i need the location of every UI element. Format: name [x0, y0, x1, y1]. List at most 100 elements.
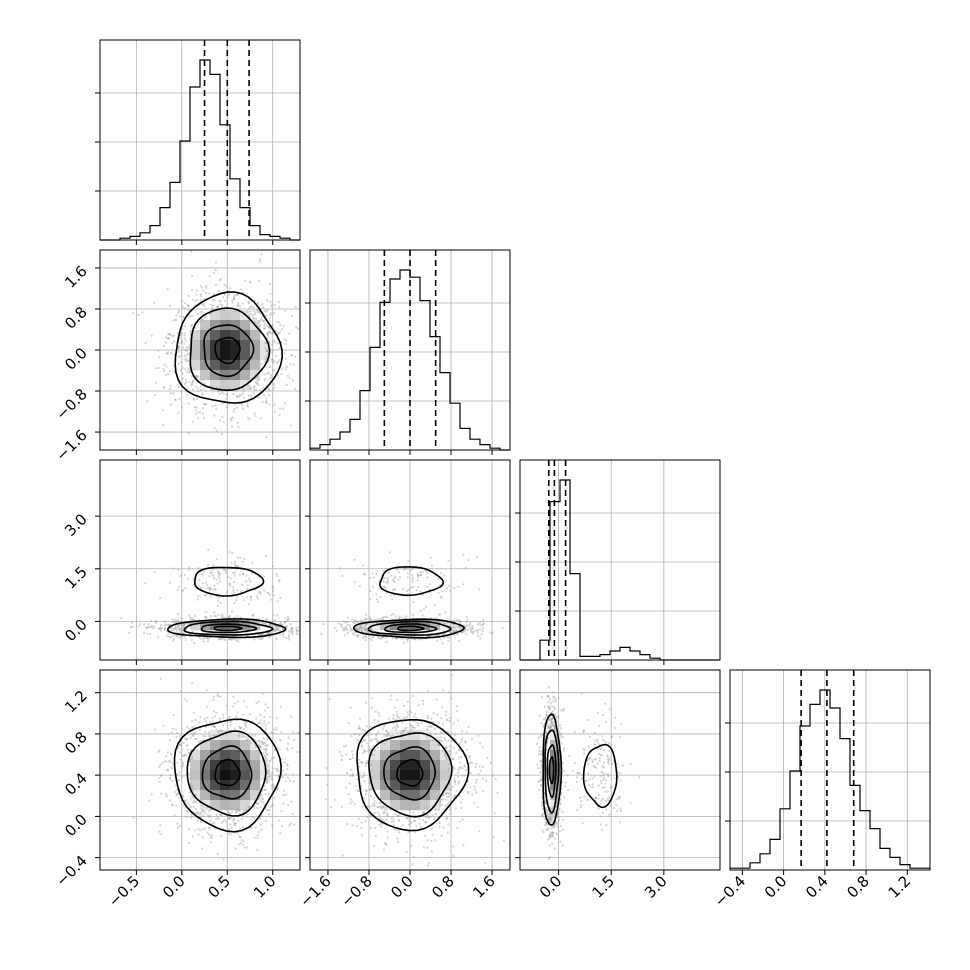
scatter-point — [253, 807, 256, 810]
scatter-point — [199, 813, 202, 816]
scatter-point — [155, 367, 158, 370]
scatter-point — [186, 748, 189, 751]
scatter-point — [472, 630, 475, 633]
scatter-point — [257, 633, 260, 636]
scatter-point — [455, 751, 458, 755]
scatter-point — [131, 621, 134, 624]
scatter-point — [227, 832, 230, 835]
scatter-point — [190, 816, 193, 819]
scatter-point — [240, 841, 243, 845]
scatter-point — [233, 560, 237, 564]
scatter-point — [278, 306, 281, 309]
scatter-point — [397, 815, 400, 818]
scatter-point — [212, 304, 215, 307]
scatter-point — [255, 621, 258, 624]
scatter-point — [217, 613, 220, 616]
scatter-point — [252, 314, 255, 317]
scatter-point — [376, 600, 379, 603]
scatter-point — [295, 627, 298, 630]
density-cell — [210, 780, 221, 791]
density-cell — [250, 750, 261, 761]
density-cell — [230, 350, 241, 361]
scatter-point — [199, 637, 202, 640]
scatter-point — [419, 610, 422, 613]
scatter-point — [168, 332, 171, 335]
scatter-point — [237, 819, 240, 822]
scatter-point — [191, 379, 195, 382]
scatter-point — [392, 827, 395, 831]
scatter-point — [556, 822, 560, 825]
scatter-point — [254, 414, 257, 417]
scatter-point — [426, 846, 429, 849]
scatter-point — [271, 772, 274, 775]
scatter-point — [257, 321, 260, 324]
scatter-point — [266, 770, 269, 773]
scatter-point — [262, 737, 265, 740]
contour-p1-p2-0-1 — [383, 623, 438, 634]
scatter-point — [442, 797, 445, 801]
scatter-point — [178, 315, 181, 318]
scatter-point — [264, 622, 267, 625]
scatter-point — [410, 728, 413, 731]
scatter-point — [358, 758, 361, 761]
scatter-point — [267, 775, 270, 778]
scatter-point — [355, 824, 358, 828]
scatter-point — [396, 840, 400, 843]
density-cell — [200, 320, 211, 331]
scatter-point — [212, 733, 216, 736]
scatter-point — [445, 755, 448, 758]
scatter-point — [167, 372, 170, 376]
scatter-point — [292, 363, 295, 366]
density-cell — [430, 750, 441, 761]
scatter-point — [286, 764, 289, 767]
scatter-point — [173, 340, 176, 343]
scatter-point — [162, 724, 165, 727]
scatter-point — [598, 759, 601, 763]
scatter-point — [255, 382, 258, 385]
scatter-point — [272, 594, 275, 597]
scatter-point — [556, 795, 559, 799]
scatter-point — [538, 714, 541, 717]
scatter-point — [263, 756, 267, 759]
scatter-point — [546, 695, 549, 698]
scatter-point — [550, 827, 553, 830]
scatter-point — [451, 626, 455, 629]
scatter-point — [560, 709, 563, 712]
scatter-point — [273, 628, 276, 632]
scatter-point — [547, 726, 550, 730]
scatter-point — [211, 822, 214, 825]
scatter-point — [421, 571, 424, 574]
scatter-point — [382, 725, 385, 728]
scatter-point — [547, 729, 551, 732]
scatter-point — [432, 712, 435, 715]
scatter-point — [363, 771, 366, 774]
scatter-point — [358, 585, 361, 588]
scatter-point — [410, 844, 413, 848]
scatter-point — [440, 736, 443, 739]
scatter-point — [273, 410, 276, 413]
scatter-point — [191, 314, 194, 318]
scatter-point — [465, 615, 468, 619]
scatter-point — [276, 788, 279, 791]
scatter-point — [374, 826, 377, 830]
scatter-point — [551, 834, 554, 837]
scatter-point — [179, 634, 182, 638]
scatter-point — [369, 763, 372, 766]
density-cell — [390, 780, 401, 791]
scatter-point — [235, 715, 238, 718]
scatter-point — [355, 784, 358, 787]
scatter-point — [429, 815, 432, 818]
scatter-point — [551, 831, 554, 834]
scatter-point — [482, 622, 485, 625]
scatter-point — [546, 838, 550, 841]
scatter-point — [183, 301, 186, 305]
density-cell — [220, 790, 231, 801]
scatter-point — [279, 633, 282, 636]
scatter-point — [539, 771, 542, 774]
scatter-point — [392, 594, 395, 597]
scatter-point — [433, 617, 436, 620]
scatter-point — [197, 411, 200, 414]
scatter-point — [548, 835, 551, 838]
scatter-point — [457, 619, 460, 622]
scatter-point — [253, 836, 256, 839]
